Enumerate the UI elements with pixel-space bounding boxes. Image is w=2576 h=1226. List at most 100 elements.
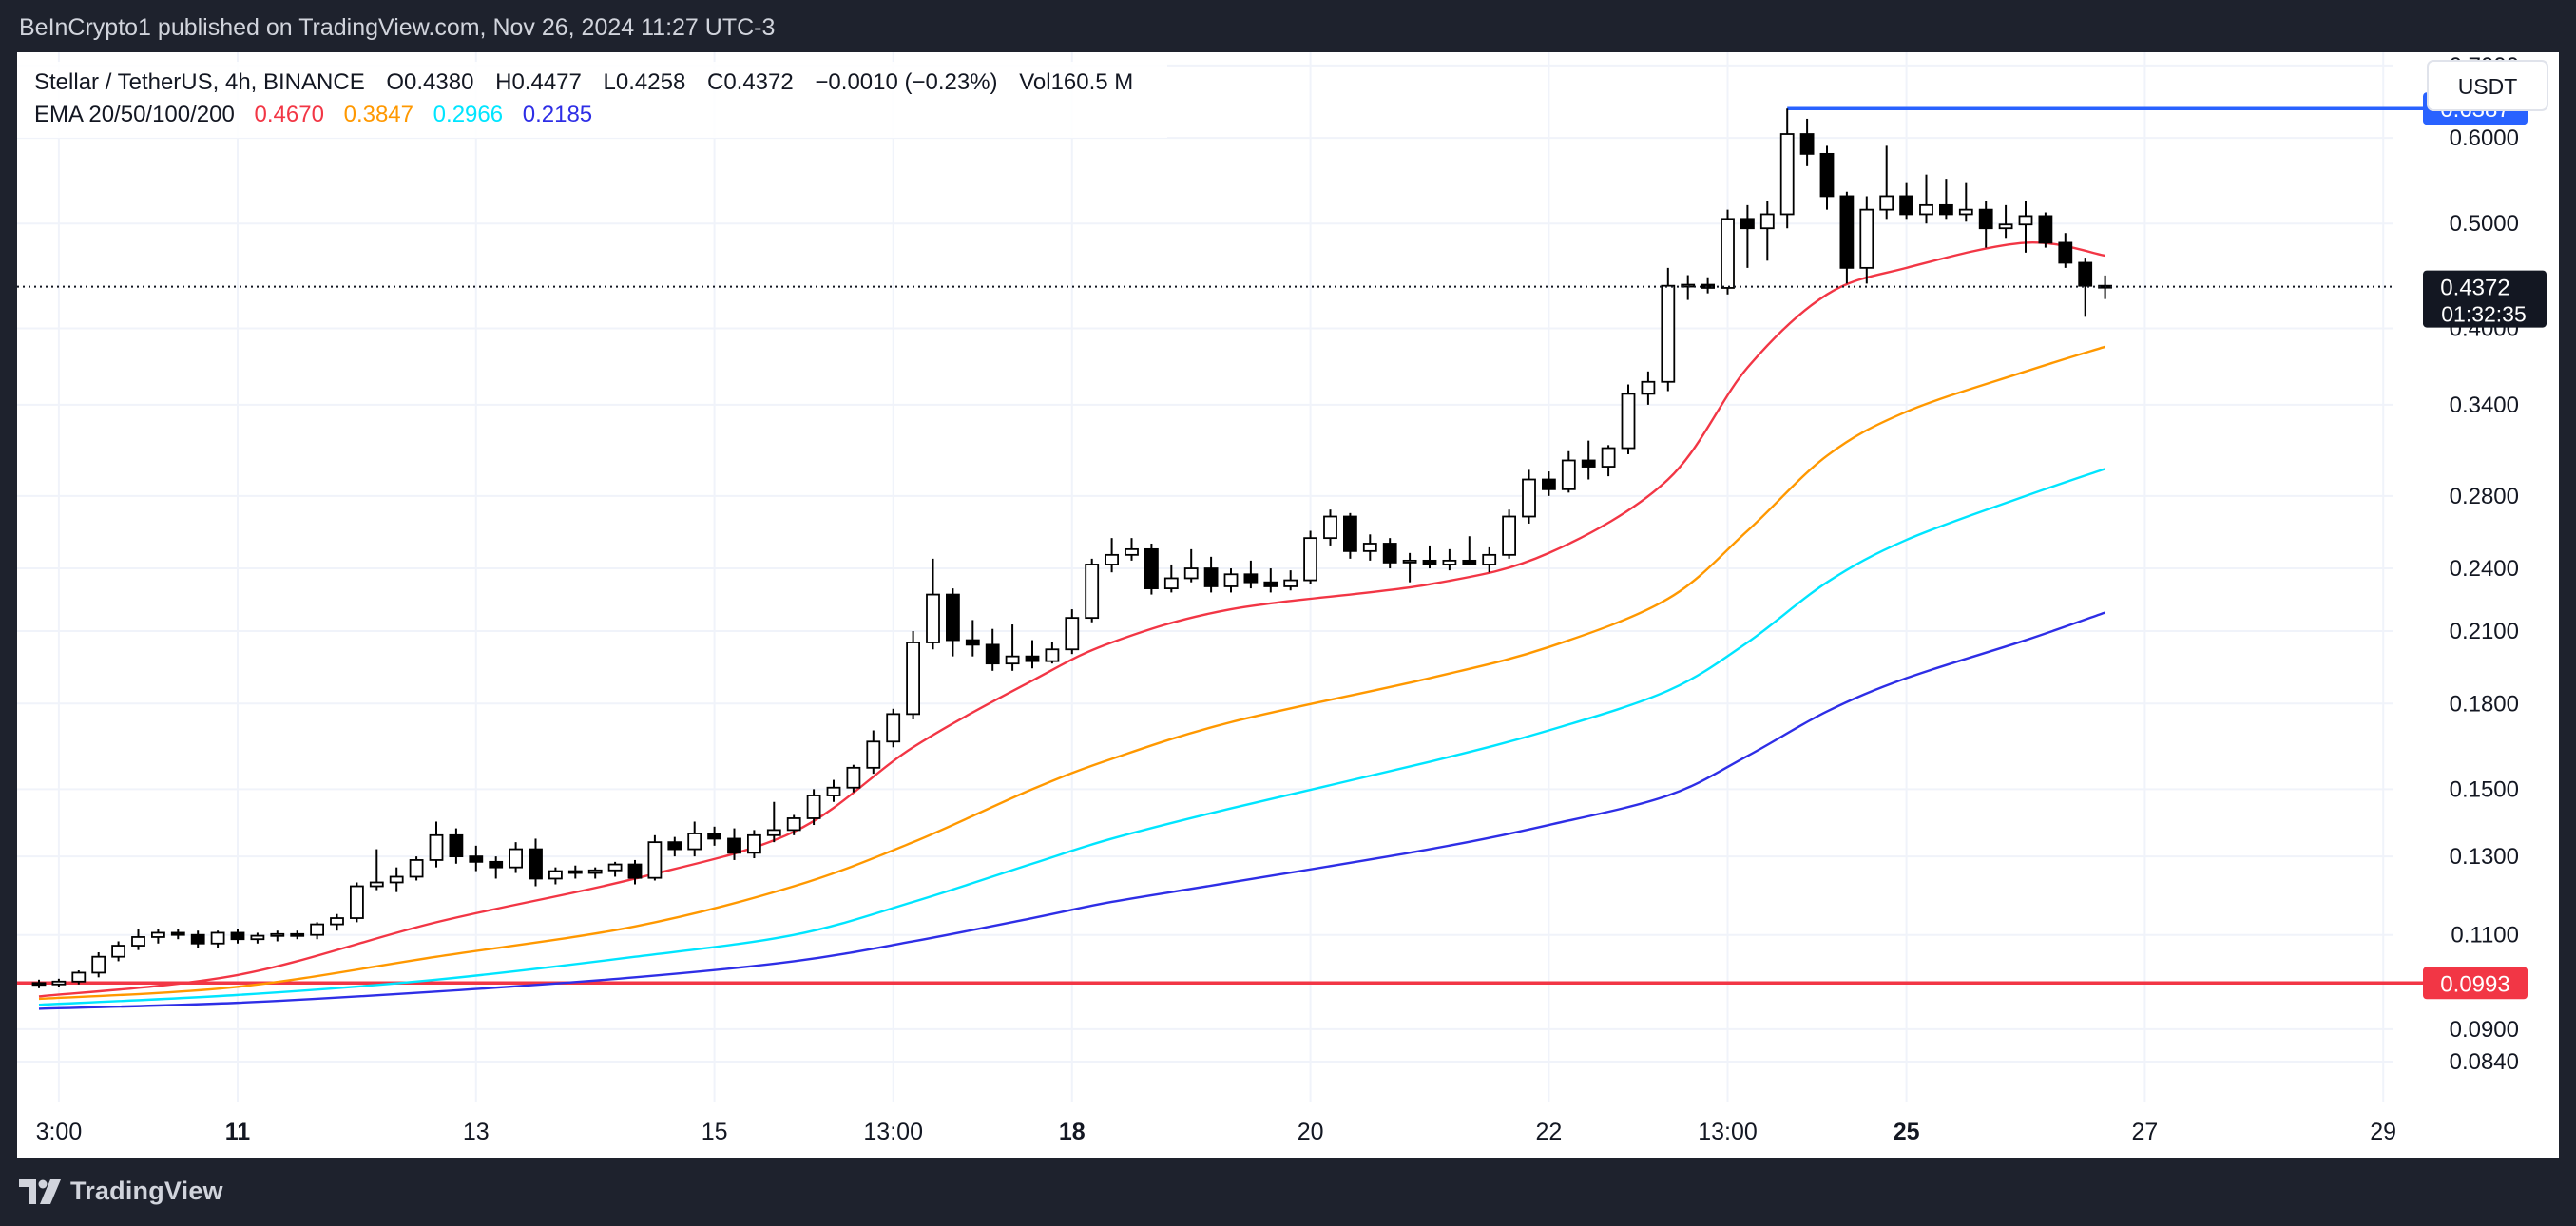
candle-down [31, 979, 47, 988]
x-tick-label: 22 [1535, 1119, 1562, 1145]
candle-down [1740, 204, 1755, 268]
candle-body [846, 766, 861, 789]
candle-body [310, 923, 325, 936]
candle-up [1661, 267, 1676, 392]
y-tick-label: 0.6000 [2450, 125, 2519, 151]
candle-body [1125, 547, 1139, 556]
candle-body [1859, 208, 1874, 269]
candle-down [1203, 556, 1219, 593]
candle-down [985, 628, 1000, 671]
candle-up [270, 930, 285, 942]
candle-up [150, 928, 165, 944]
candle-body [1502, 515, 1516, 556]
ema-legend-line: EMA 20/50/100/200 0.4670 0.3847 0.2966 0… [34, 102, 592, 127]
legend-volume: Vol160.5 M [1019, 69, 1133, 95]
candle-down [489, 856, 504, 879]
candle-body [1323, 515, 1337, 540]
candle-up [429, 821, 444, 868]
tradingview-logo[interactable]: TradingView [19, 1177, 223, 1206]
candle-up [1859, 196, 1874, 284]
candle-down [529, 838, 543, 887]
price-chart[interactable]: 0.70000.60000.50000.40000.34000.28000.24… [17, 52, 2559, 1158]
candle-up [1482, 546, 1497, 573]
ema100-value: 0.2966 [433, 102, 503, 127]
candle-up [607, 861, 623, 877]
x-tick-label: 13 [463, 1119, 490, 1145]
candle-up [1045, 642, 1060, 664]
candle-up [1223, 568, 1239, 593]
candle-body [31, 982, 47, 987]
candle-down [1462, 536, 1477, 565]
candle-up [1105, 538, 1119, 573]
candle-body [330, 917, 344, 926]
candle-body [1462, 559, 1477, 565]
candle-body [965, 639, 980, 646]
candle-down [1839, 191, 1855, 284]
last-price-label-bg [2423, 270, 2547, 328]
candle-body [1819, 152, 1835, 198]
candle-body [1243, 573, 1259, 584]
x-tick-label: 3:00 [36, 1119, 83, 1145]
time-axis-bg [17, 1102, 2559, 1158]
candle-up [1919, 174, 1933, 224]
candle-body [806, 795, 821, 819]
candle-up [1621, 384, 1636, 454]
candle-body [647, 841, 663, 879]
currency-button[interactable]: USDT [2427, 60, 2548, 111]
horizontal-levels [17, 106, 2432, 986]
ema-legend-label: EMA 20/50/100/200 [34, 102, 235, 127]
candle-body [1879, 195, 1894, 211]
footer-bar [0, 1158, 2576, 1226]
candle-body [1005, 655, 1020, 665]
candle-body [449, 833, 464, 858]
candle-up [330, 913, 344, 931]
y-tick-label: 0.2400 [2450, 556, 2519, 582]
candle-up [1601, 445, 1616, 477]
candle-body [826, 786, 841, 796]
candle-body [1721, 218, 1735, 289]
candle-body [270, 932, 285, 937]
chart-area[interactable]: 0.70000.60000.50000.40000.34000.28000.24… [17, 52, 2559, 1158]
candle-body [1045, 648, 1060, 662]
candle-body [747, 833, 761, 854]
y-tick-label: 0.1500 [2450, 776, 2519, 802]
candle-down [469, 845, 484, 872]
candle-down [1799, 118, 1815, 166]
candle-up [1721, 209, 1735, 295]
candle-up [1303, 530, 1317, 584]
x-tick-label: 15 [702, 1119, 728, 1145]
candle-body [1681, 283, 1696, 288]
time-axis[interactable]: 3:00 11 13 15 13:00 18 20 22 13:00 25 27 29 [17, 1102, 2559, 1158]
candle-body [1998, 223, 2013, 230]
candle-body [687, 833, 702, 851]
candle-up [1522, 469, 1536, 524]
candle-down [727, 828, 741, 860]
candle-up [1681, 275, 1696, 300]
candle-body [2038, 215, 2053, 244]
candle-body [1958, 208, 1973, 216]
legend-open: O0.4380 [386, 69, 473, 95]
candle-down [1382, 538, 1397, 569]
candle-body [786, 817, 801, 832]
legend-symbol: Stellar / TetherUS, 4h, BINANCE [34, 69, 365, 95]
y-tick-label: 0.3400 [2450, 393, 2519, 418]
candle-body [1163, 577, 1179, 589]
candle-down [190, 930, 205, 948]
ema-lines [38, 241, 2105, 1010]
candle-down [2058, 233, 2073, 268]
y-tick-label: 0.0900 [2450, 1017, 2519, 1043]
currency-label: USDT [2458, 74, 2518, 99]
candle-body [1105, 553, 1119, 565]
candle-body [349, 885, 364, 919]
candle-body [1223, 573, 1239, 587]
x-tick-label: 20 [1298, 1119, 1324, 1145]
candle-body [91, 955, 106, 974]
candle-body [71, 971, 87, 983]
candle-body [170, 931, 185, 936]
candle-body [926, 593, 940, 643]
price-axis[interactable]: 0.70000.60000.50000.40000.34000.28000.24… [2450, 53, 2519, 1075]
candle-up [1502, 509, 1516, 559]
candle-body [111, 945, 125, 958]
candle-body [886, 713, 901, 743]
candle-up [1958, 182, 1973, 222]
